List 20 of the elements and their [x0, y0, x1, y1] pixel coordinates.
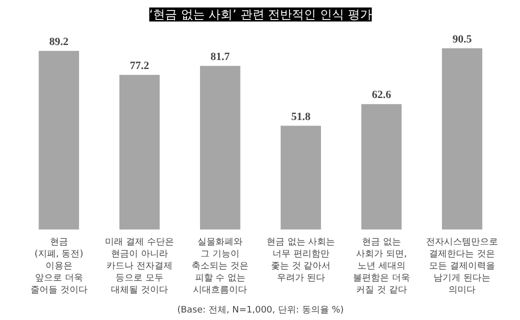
data-label: 89.2: [49, 36, 70, 48]
x-tick-label: 미래 결제 수단은 현금이 아니라 카드나 전자결제 등으로 모두 대체될 것이다: [105, 238, 174, 296]
bar: [361, 104, 402, 230]
bar: [200, 66, 240, 230]
chart-title: ‘현금 없는 사회’ 관련 전반적인 인식 평가: [149, 8, 372, 22]
x-tick-label: 현금 (지폐, 동전) 이용은 앞으로 더욱 줄어들 것이다: [30, 238, 88, 296]
bar: [38, 50, 80, 230]
data-label: 90.5: [452, 33, 472, 46]
x-tick-label: 현금 없는 사회는 너무 편리함만 좇는 것 같아서 우려가 된다: [266, 238, 336, 284]
data-label: 77.2: [130, 60, 150, 72]
data-label: 51.8: [291, 110, 311, 123]
data-label: 81.7: [210, 50, 230, 63]
bar: [119, 74, 160, 230]
x-tick-label: 전자시스템만으로 결제한다는 것은 모든 결제이력을 남기게 된다는 의미다: [426, 238, 498, 296]
data-label: 62.6: [372, 89, 392, 102]
bar: [280, 126, 321, 230]
text: (Base: 전체, N=1,000, 단위: 동의율 %): [177, 306, 344, 316]
bar: [442, 48, 482, 230]
x-tick-label: 현금 없는 사회가 되면, 노년 세대의 불편함은 더욱 커질 것 같다: [353, 238, 410, 296]
x-tick-label: 실물화폐와 그 기능이 축소되는 것은 피할 수 없는 시대흐름이다: [192, 238, 249, 296]
